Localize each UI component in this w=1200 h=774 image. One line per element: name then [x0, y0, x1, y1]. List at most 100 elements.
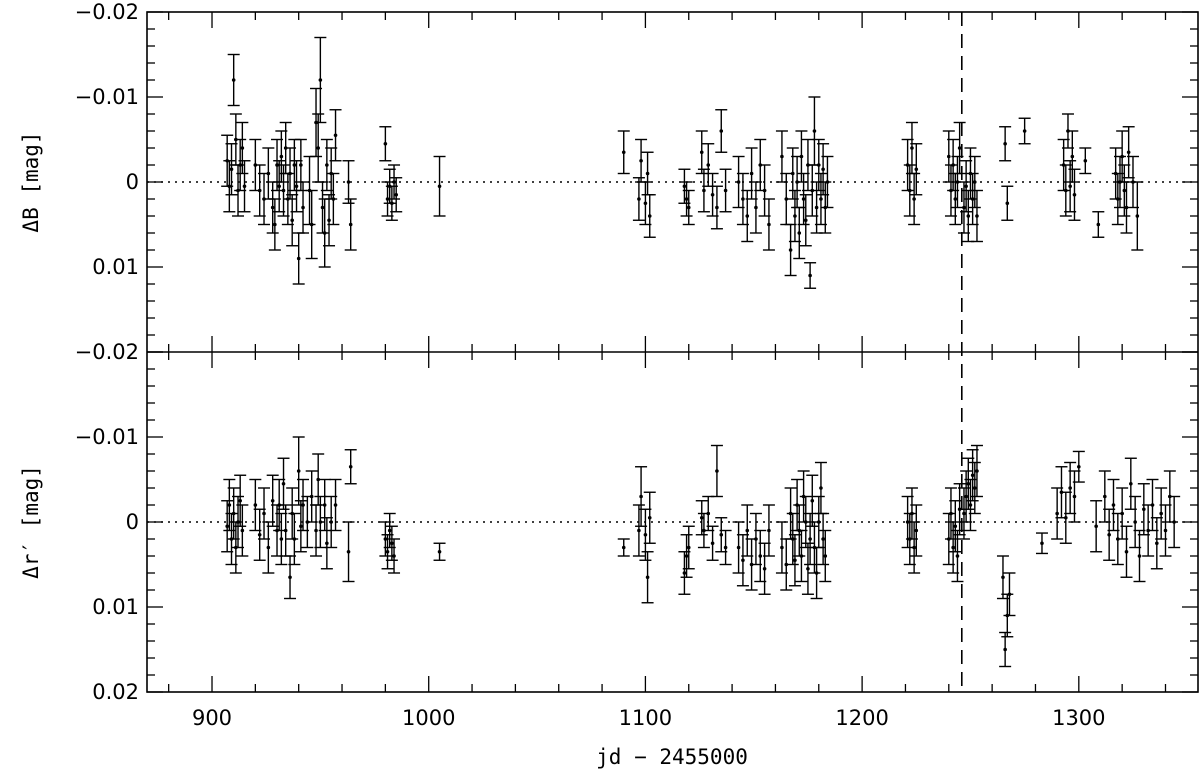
point-marker: [1155, 541, 1159, 546]
point-marker: [327, 218, 331, 223]
data-point: [385, 525, 398, 561]
point-marker: [238, 163, 242, 167]
point-marker: [814, 205, 819, 210]
point-marker: [966, 481, 971, 486]
data-point: [1068, 168, 1081, 221]
data-point: [236, 504, 249, 557]
data-point: [786, 512, 799, 566]
point-marker: [1120, 511, 1124, 516]
point-marker: [346, 180, 351, 184]
point-marker: [968, 503, 973, 507]
point-marker: [639, 158, 643, 163]
point-marker: [819, 197, 823, 201]
point-marker: [914, 528, 919, 533]
y-tick-label: −0.02: [75, 0, 139, 24]
point-marker: [1126, 150, 1131, 155]
data-point: [949, 500, 962, 553]
point-marker: [1129, 481, 1133, 486]
point-marker: [1077, 464, 1081, 469]
point-marker: [322, 503, 327, 507]
point-marker: [970, 197, 975, 201]
point-marker: [1163, 528, 1168, 533]
point-marker: [1064, 515, 1068, 520]
y-tick-label: 0.02: [92, 680, 139, 704]
point-marker: [821, 537, 825, 541]
data-point: [910, 504, 923, 557]
data-point: [433, 155, 446, 217]
point-marker: [240, 146, 245, 150]
data-point: [706, 172, 719, 217]
point-marker: [699, 150, 704, 155]
point-marker: [970, 473, 975, 478]
point-marker: [645, 171, 650, 176]
data-point: [951, 155, 964, 209]
y-tick-label: −0.01: [75, 85, 139, 109]
point-marker: [905, 520, 910, 524]
data-point: [1051, 487, 1064, 540]
point-marker: [346, 549, 351, 554]
data-point: [710, 444, 723, 498]
point-marker: [1137, 554, 1142, 558]
data-point: [635, 138, 648, 183]
data-point: [379, 521, 392, 557]
point-marker: [270, 205, 275, 210]
data-point: [758, 164, 771, 217]
point-marker: [309, 222, 314, 227]
point-marker: [821, 167, 825, 172]
point-marker: [281, 481, 286, 486]
point-marker: [946, 154, 951, 159]
point-marker: [333, 133, 338, 138]
data-point: [1103, 508, 1116, 561]
point-marker: [736, 545, 741, 550]
point-marker: [437, 184, 442, 189]
point-marker: [706, 511, 711, 516]
data-point: [379, 126, 392, 162]
data-point: [719, 168, 732, 213]
point-marker: [975, 469, 979, 473]
data-point: [1035, 532, 1048, 555]
point-marker: [745, 528, 750, 533]
point-marker: [710, 541, 715, 546]
point-marker: [266, 545, 271, 550]
point-marker: [316, 146, 320, 150]
y-axis-label-top: ΔB [mag]: [19, 131, 43, 232]
point-marker: [803, 520, 808, 524]
point-marker: [962, 511, 966, 516]
data-point: [643, 491, 656, 544]
point-marker: [823, 554, 828, 558]
data-point: [819, 529, 832, 583]
point-marker: [621, 545, 626, 550]
data-point: [320, 517, 333, 570]
x-axis-label: jd − 2455000: [596, 745, 748, 769]
point-marker: [907, 188, 912, 193]
point-marker: [910, 511, 914, 516]
data-point: [953, 121, 966, 175]
data-point: [641, 151, 654, 196]
data-point: [706, 525, 719, 561]
point-marker: [964, 184, 968, 189]
data-point: [821, 155, 834, 209]
data-point: [632, 504, 645, 557]
point-marker: [810, 498, 815, 503]
point-marker: [793, 558, 797, 563]
data-point: [344, 198, 357, 251]
point-marker: [754, 537, 758, 541]
point-marker: [814, 571, 819, 575]
point-marker: [637, 528, 641, 533]
data-point: [632, 177, 645, 221]
point-marker: [1072, 494, 1077, 499]
data-point: [801, 542, 814, 595]
point-marker: [639, 494, 643, 499]
point-marker: [647, 214, 652, 218]
point-marker: [383, 537, 388, 541]
point-marker: [799, 554, 804, 558]
data-point: [1092, 211, 1105, 238]
point-marker: [643, 201, 648, 206]
point-marker: [1068, 184, 1072, 189]
data-point: [236, 121, 249, 175]
point-marker: [819, 486, 823, 490]
point-marker: [784, 562, 789, 567]
point-marker: [788, 248, 793, 252]
point-marker: [767, 222, 771, 227]
point-marker: [281, 188, 286, 193]
